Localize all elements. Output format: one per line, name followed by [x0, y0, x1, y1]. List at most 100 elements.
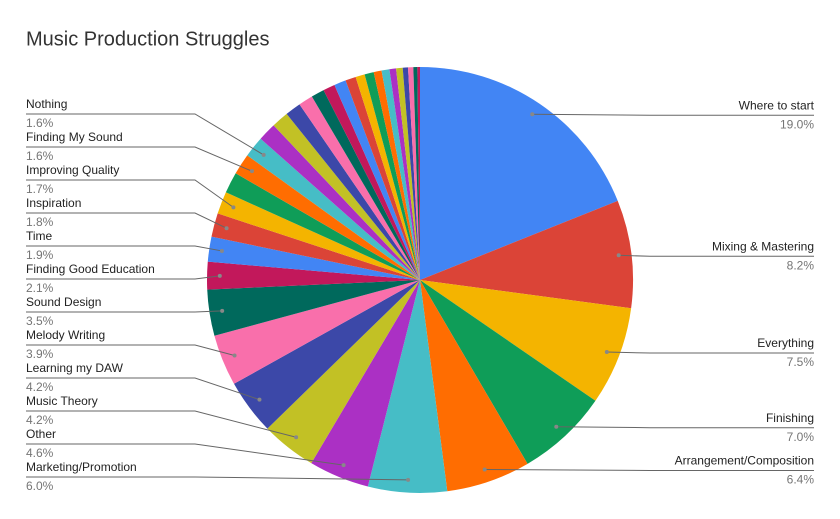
leader-line [26, 344, 235, 357]
pie-slice [420, 200, 633, 309]
leader-dot [220, 308, 225, 313]
pie-slice [417, 67, 420, 280]
leader-dot [249, 169, 254, 174]
pie-slice [402, 67, 420, 280]
leader-dot [406, 477, 411, 482]
pie-slice [381, 69, 420, 280]
leader-dot [224, 226, 229, 231]
leader-dot [604, 350, 609, 355]
leader-line [556, 426, 814, 429]
leader-line [26, 476, 409, 481]
pie-slice [225, 173, 420, 280]
pie-slice [207, 261, 420, 290]
pie-slice [367, 280, 448, 493]
leader-line [618, 254, 814, 257]
leader-line [26, 212, 227, 229]
pie-slice [260, 125, 420, 280]
pie-slice [364, 72, 420, 280]
pie-slice [311, 90, 420, 280]
leader-dot [219, 248, 224, 253]
leader-dot [530, 112, 535, 117]
pie-slice [235, 155, 420, 280]
leader-dot [217, 273, 222, 278]
slice-label: Music Theory [26, 394, 98, 408]
slice-value: 8.2% [787, 258, 815, 272]
slice-label: Improving Quality [26, 163, 119, 177]
pie-slice [207, 280, 420, 336]
slice-label: Other [26, 427, 56, 441]
leader-dot [231, 205, 236, 210]
slice-label: Finding Good Education [26, 262, 155, 276]
slice-label: Mixing & Mastering [712, 239, 814, 253]
pie-slice [311, 280, 420, 487]
slice-value: 19.0% [780, 117, 814, 131]
pie-slice [299, 96, 420, 280]
pie-slice [334, 80, 420, 281]
leader-dot [341, 463, 346, 468]
slice-value: 6.4% [787, 473, 815, 487]
slice-value: 4.6% [26, 446, 54, 460]
pie-slice [286, 104, 420, 281]
slice-value: 1.9% [26, 248, 54, 262]
leader-line [26, 113, 264, 156]
leader-dot [257, 397, 262, 402]
slice-value: 1.6% [26, 116, 54, 130]
slice-value: 3.5% [26, 314, 54, 328]
slice-label: Finishing [766, 411, 814, 425]
chart-title: Music Production Struggles [26, 28, 269, 50]
slice-label: Learning my DAW [26, 361, 124, 375]
pie-slice [420, 280, 632, 401]
pie-slice [233, 280, 420, 429]
pie-slice [211, 213, 420, 280]
slice-label: Sound Design [26, 295, 101, 309]
leader-line [26, 179, 234, 208]
pie-slice [323, 84, 420, 281]
pie-slice [273, 113, 420, 281]
slice-value: 1.6% [26, 149, 54, 163]
leader-line [484, 468, 814, 471]
pie-slice [345, 76, 420, 280]
slice-label: Everything [757, 336, 814, 350]
leader-line [532, 113, 814, 116]
slice-value: 3.9% [26, 347, 54, 361]
slice-label: Melody Writing [26, 328, 105, 342]
leader-line [26, 146, 253, 172]
pie-slice [389, 68, 420, 281]
slice-value: 1.8% [26, 215, 54, 229]
leader-line [26, 443, 344, 466]
slice-label: Inspiration [26, 196, 81, 210]
leader-line [606, 351, 814, 354]
slice-value: 2.1% [26, 281, 54, 295]
leader-dot [294, 435, 299, 440]
leader-dot [232, 353, 237, 358]
slice-value: 1.7% [26, 182, 54, 196]
pie-slice [267, 280, 420, 464]
slice-label: Where to start [739, 98, 815, 112]
leader-line [26, 275, 220, 280]
slice-label: Arrangement/Composition [675, 454, 814, 468]
slice-label: Finding My Sound [26, 130, 123, 144]
slice-value: 4.2% [26, 380, 54, 394]
pie-slice [247, 138, 420, 280]
slice-value: 7.0% [787, 430, 815, 444]
slice-label: Time [26, 229, 53, 243]
leader-line [26, 377, 260, 401]
pie-slice [420, 280, 528, 492]
slice-label: Marketing/Promotion [26, 460, 137, 474]
pie-slice [420, 280, 596, 464]
pie-slice [214, 280, 420, 384]
slice-label: Nothing [26, 97, 67, 111]
pie-slice [407, 67, 420, 280]
pie-slice [396, 67, 420, 280]
pie-slice [420, 67, 618, 280]
leader-line [26, 310, 223, 313]
pie-slice [413, 67, 420, 280]
slice-value: 6.0% [26, 479, 54, 493]
leader-line [26, 410, 297, 438]
leader-line [26, 245, 222, 252]
slice-value: 7.5% [787, 355, 815, 369]
leader-dot [261, 152, 266, 157]
slice-value: 4.2% [26, 413, 54, 427]
